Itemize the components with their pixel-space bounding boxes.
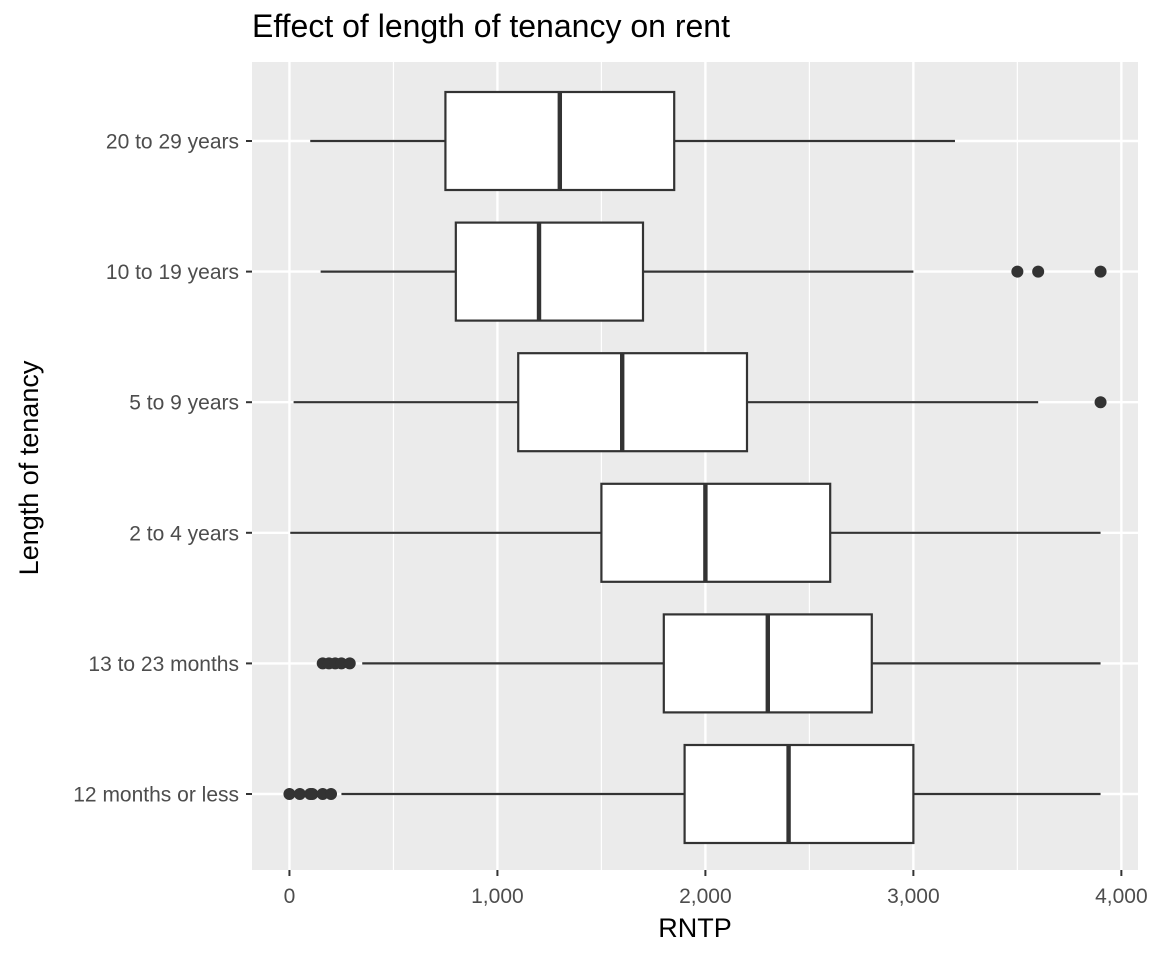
x-axis: 0 1,000 2,000 3,000 4,000 xyxy=(284,870,1148,908)
plot-panel xyxy=(252,62,1138,870)
outlier-point xyxy=(1011,265,1024,278)
x-tick-label: 0 xyxy=(284,885,296,908)
chart-title: Effect of length of tenancy on rent xyxy=(252,8,730,44)
box-group xyxy=(283,90,1107,845)
y-tick-label: 10 to 19 years xyxy=(106,261,239,284)
x-tick-label: 4,000 xyxy=(1095,885,1148,908)
box-iqr xyxy=(517,352,749,453)
box-iqr xyxy=(600,482,832,583)
outlier-point xyxy=(306,788,319,800)
y-tick-label: 13 to 23 months xyxy=(88,653,239,676)
box-3 xyxy=(290,482,1101,583)
y-tick-label: 5 to 9 years xyxy=(129,392,239,415)
x-tick-label: 3,000 xyxy=(887,885,940,908)
box-iqr xyxy=(454,221,645,322)
x-axis-title: RNTP xyxy=(658,913,732,943)
y-axis: 20 to 29 years 10 to 19 years 5 to 9 years… xyxy=(73,131,252,807)
y-axis-title: Length of tenancy xyxy=(14,360,44,575)
outlier-point xyxy=(1032,265,1045,278)
outlier-point xyxy=(335,657,348,670)
outlier-point xyxy=(1094,396,1107,409)
box-iqr xyxy=(683,743,915,845)
outlier-point xyxy=(283,788,296,800)
box-2 xyxy=(293,352,1107,453)
y-tick-label: 20 to 29 years xyxy=(106,131,239,154)
minor-gridlines xyxy=(392,62,1018,870)
y-tick-label: 2 to 4 years xyxy=(129,522,239,545)
box-4 xyxy=(316,613,1101,714)
box-5 xyxy=(283,743,1101,845)
y-tick-label: 12 months or less xyxy=(73,784,239,807)
outlier-point xyxy=(343,657,356,670)
outlier-point xyxy=(1094,265,1107,278)
outlier-point xyxy=(316,788,329,800)
x-tick-label: 2,000 xyxy=(679,885,732,908)
box-1 xyxy=(320,221,1107,322)
box-0 xyxy=(310,90,955,192)
outlier-point xyxy=(325,788,338,800)
outlier-point xyxy=(293,788,306,800)
x-tick-label: 1,000 xyxy=(471,885,524,908)
